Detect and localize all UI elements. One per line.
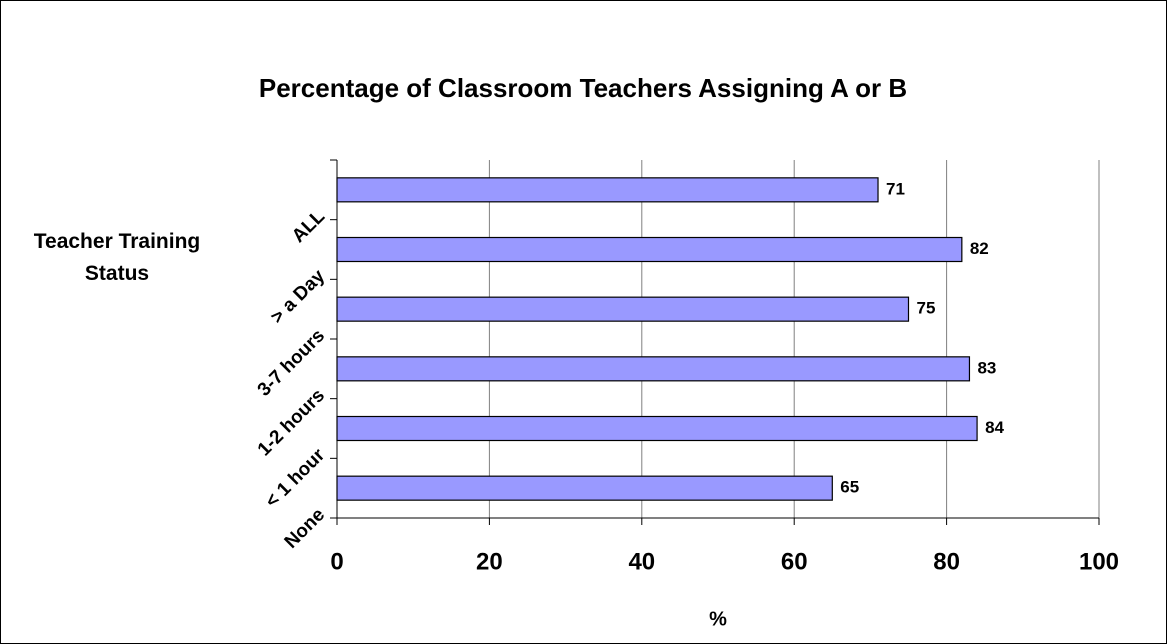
x-tick-label: 20 [476, 548, 503, 575]
x-tick-label: 40 [628, 548, 655, 575]
x-tick-label: 0 [330, 548, 343, 575]
data-label: 71 [886, 179, 905, 198]
data-label: 82 [970, 239, 989, 258]
data-label: 75 [917, 299, 936, 318]
bar [336, 296, 910, 322]
x-axis-label: % [709, 608, 727, 630]
bar [336, 236, 963, 263]
bar [336, 415, 978, 442]
x-tick-label: 80 [933, 548, 960, 575]
bar [336, 356, 971, 382]
bar [336, 475, 833, 501]
x-tick-label: 60 [781, 548, 808, 575]
bar [336, 177, 879, 203]
data-label: 84 [985, 418, 1004, 437]
chart-title: Percentage of Classroom Teachers Assigni… [259, 73, 907, 103]
data-label: 83 [977, 358, 996, 377]
y-axis-label: Teacher Training Status [33, 230, 201, 285]
data-label: 65 [840, 478, 859, 497]
x-tick-label: 100 [1079, 548, 1119, 575]
